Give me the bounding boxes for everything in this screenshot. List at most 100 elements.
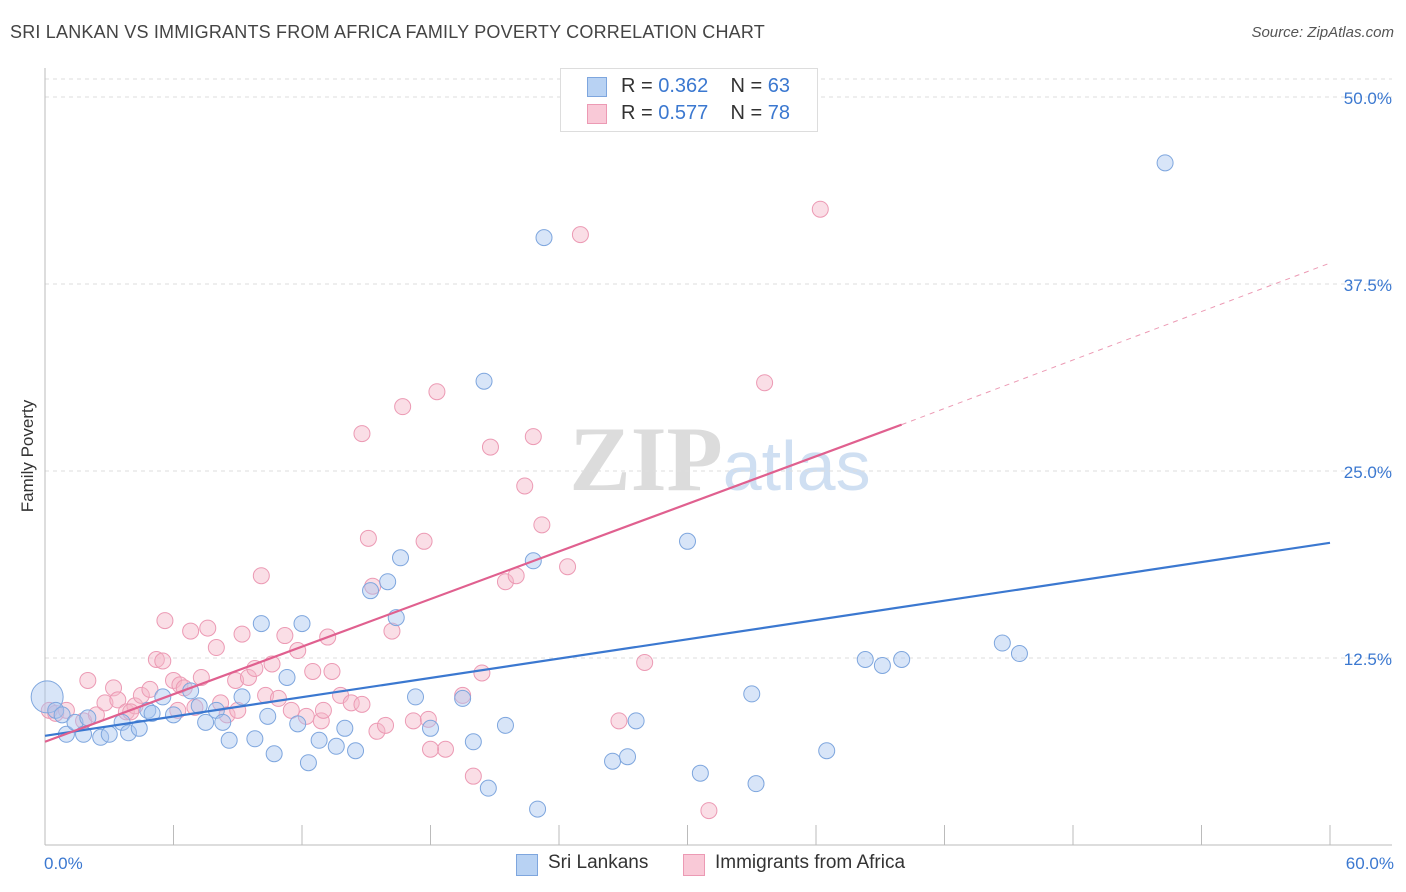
sri-lankans-swatch (516, 854, 538, 876)
data-point-sri-lankans (407, 688, 425, 706)
data-point-sri-lankans (479, 779, 497, 797)
data-point-sri-lankans (347, 742, 365, 760)
data-point-immigrants-from-africa (252, 567, 270, 585)
data-point-immigrants-from-africa (436, 740, 454, 758)
data-point-immigrants-from-africa (79, 671, 97, 689)
data-point-sri-lankans (327, 737, 345, 755)
blue-swatch (587, 77, 607, 97)
data-point-sri-lankans (818, 742, 836, 760)
data-point-immigrants-from-africa (323, 662, 341, 680)
watermark: ZIPatlas (569, 408, 870, 510)
y-tick-label: 50.0% (1344, 89, 1392, 108)
data-point-sri-lankans (265, 745, 283, 763)
data-point-immigrants-from-africa (239, 668, 257, 686)
data-point-immigrants-from-africa (383, 622, 401, 640)
data-point-sri-lankans (856, 650, 874, 668)
data-point-sri-lankans (143, 704, 161, 722)
data-point-sri-lankans (893, 650, 911, 668)
data-point-immigrants-from-africa (109, 691, 127, 709)
data-point-immigrants-from-africa (415, 532, 433, 550)
data-point-immigrants-from-africa (342, 694, 360, 712)
data-point-immigrants-from-africa (571, 226, 589, 244)
pink-swatch (587, 104, 607, 124)
data-point-immigrants-from-africa (269, 689, 287, 707)
data-point-immigrants-from-africa (636, 653, 654, 671)
trendline-immigrants-from-africa (44, 423, 903, 743)
stats-legend: R = 0.362 N = 63 R = 0.577 N = 78 (560, 68, 818, 132)
data-point-sri-lankans (604, 752, 622, 770)
data-point-sri-lankans (747, 775, 765, 793)
data-point-sri-lankans (310, 731, 328, 749)
data-point-sri-lankans (30, 680, 64, 714)
data-point-immigrants-from-africa (147, 650, 165, 668)
data-point-immigrants-from-africa (428, 383, 446, 401)
data-point-immigrants-from-africa (496, 573, 514, 591)
data-point-sri-lankans (392, 549, 410, 567)
data-point-sri-lankans (454, 689, 472, 707)
data-point-sri-lankans (1156, 154, 1174, 172)
data-point-sri-lankans (259, 707, 277, 725)
data-point-immigrants-from-africa (473, 664, 491, 682)
trendline-immigrants-extrapolated (901, 262, 1331, 426)
data-point-sri-lankans (197, 713, 215, 731)
series-legend: Sri Lankans Immigrants from Africa (0, 850, 1406, 878)
data-point-sri-lankans (743, 685, 761, 703)
data-point-sri-lankans (299, 754, 317, 772)
data-point-sri-lankans (278, 668, 296, 686)
data-point-sri-lankans (535, 229, 553, 247)
data-point-sri-lankans (252, 615, 270, 633)
data-point-immigrants-from-africa (304, 662, 322, 680)
data-point-sri-lankans (993, 634, 1011, 652)
data-point-sri-lankans (120, 724, 138, 742)
data-point-immigrants-from-africa (154, 652, 172, 670)
x-tick-label-max: 60.0% (1346, 854, 1394, 873)
data-point-immigrants-from-africa (199, 619, 217, 637)
data-point-sri-lankans (619, 748, 637, 766)
chart-source: Source: ZipAtlas.com (1251, 24, 1394, 41)
data-point-immigrants-from-africa (516, 477, 534, 495)
stats-text-blue: R = 0.362 N = 63 (621, 74, 791, 97)
data-point-immigrants-from-africa (207, 639, 225, 657)
data-point-immigrants-from-africa (353, 425, 371, 443)
data-point-sri-lankans (130, 719, 148, 737)
data-point-immigrants-from-africa (359, 529, 377, 547)
data-point-immigrants-from-africa (700, 802, 718, 820)
data-point-immigrants-from-africa (314, 701, 332, 719)
data-point-immigrants-from-africa (422, 740, 439, 758)
data-point-immigrants-from-africa (312, 712, 330, 730)
data-point-immigrants-from-africa (464, 767, 482, 785)
data-point-sri-lankans (190, 697, 208, 715)
data-point-sri-lankans (336, 719, 354, 737)
data-point-immigrants-from-africa (132, 686, 150, 704)
data-point-sri-lankans (214, 713, 232, 731)
data-point-immigrants-from-africa (610, 712, 628, 730)
data-point-immigrants-from-africa (756, 374, 774, 392)
data-point-immigrants-from-africa (141, 680, 159, 698)
data-point-sri-lankans (100, 725, 118, 743)
data-point-immigrants-from-africa (559, 558, 577, 576)
y-tick-label: 37.5% (1344, 276, 1392, 295)
data-point-immigrants-from-africa (233, 625, 251, 643)
data-point-immigrants-from-africa (182, 622, 200, 640)
data-point-immigrants-from-africa (394, 398, 412, 416)
x-tick-label-min: 0.0% (44, 854, 83, 873)
stats-text-pink: R = 0.577 N = 78 (621, 101, 791, 124)
data-point-immigrants-from-africa (811, 200, 829, 218)
data-point-sri-lankans (679, 532, 696, 550)
data-point-immigrants-from-africa (404, 712, 422, 730)
y-tick-label: 12.5% (1344, 650, 1392, 669)
y-tick-label: 25.0% (1344, 463, 1392, 482)
data-point-sri-lankans (475, 372, 493, 390)
data-point-sri-lankans (1010, 645, 1028, 663)
data-point-sri-lankans (233, 688, 251, 706)
data-point-immigrants-from-africa (353, 695, 371, 713)
data-point-immigrants-from-africa (377, 716, 395, 734)
data-point-immigrants-from-africa (368, 722, 386, 740)
data-point-sri-lankans (422, 719, 439, 737)
data-point-sri-lankans (289, 715, 307, 733)
data-point-sri-lankans (154, 688, 172, 706)
chart-title: SRI LANKAN VS IMMIGRANTS FROM AFRICA FAM… (10, 22, 765, 42)
data-point-immigrants-from-africa (227, 671, 245, 689)
immigrants-swatch (683, 854, 705, 876)
